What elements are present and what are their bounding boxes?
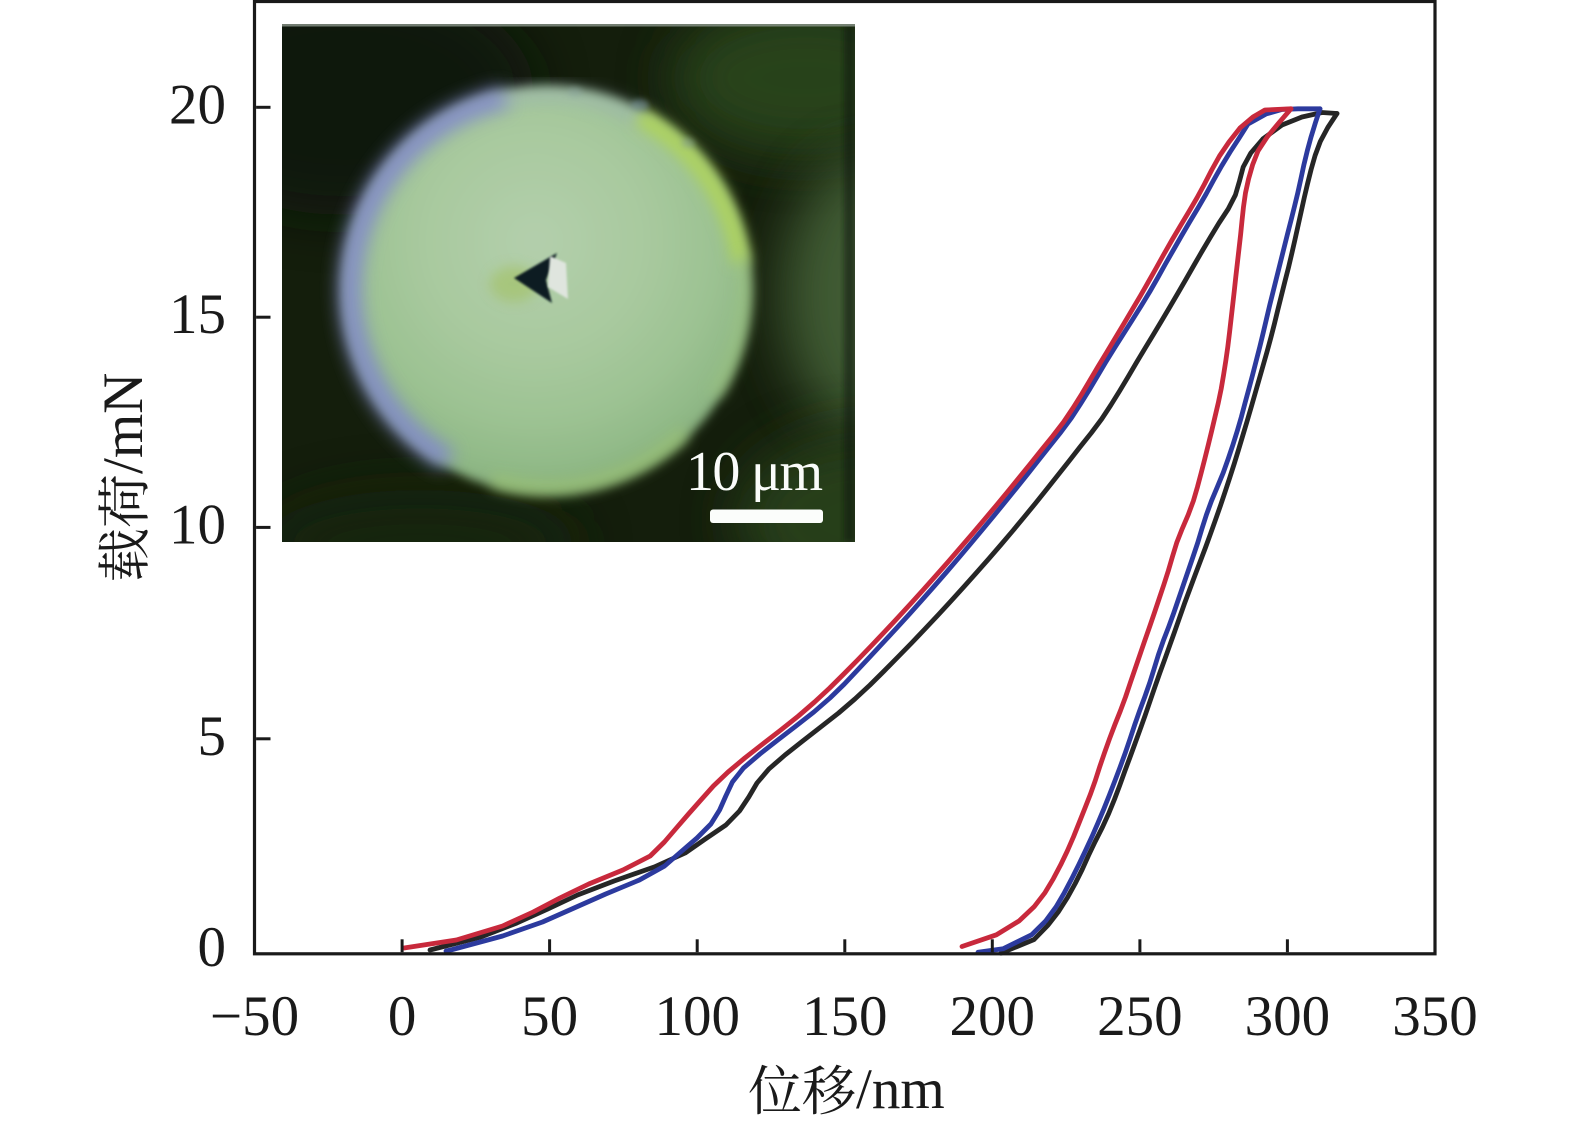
svg-text:350: 350 [1392, 985, 1478, 1048]
svg-text:150: 150 [802, 985, 888, 1048]
svg-text:/mN: /mN [92, 373, 155, 474]
svg-text:0: 0 [198, 916, 227, 979]
svg-text:100: 100 [654, 985, 740, 1048]
svg-text:200: 200 [950, 985, 1036, 1048]
svg-text:/nm: /nm [856, 1058, 945, 1121]
svg-text:10 μm: 10 μm [686, 441, 823, 503]
svg-text:50: 50 [521, 985, 578, 1048]
svg-text:250: 250 [1097, 985, 1183, 1048]
svg-text:20: 20 [169, 73, 226, 136]
svg-text:15: 15 [169, 283, 226, 346]
svg-text:300: 300 [1245, 985, 1331, 1048]
svg-text:10: 10 [169, 493, 226, 556]
svg-text:5: 5 [198, 705, 227, 768]
svg-text:0: 0 [388, 985, 417, 1048]
svg-text:−50: −50 [210, 985, 299, 1048]
